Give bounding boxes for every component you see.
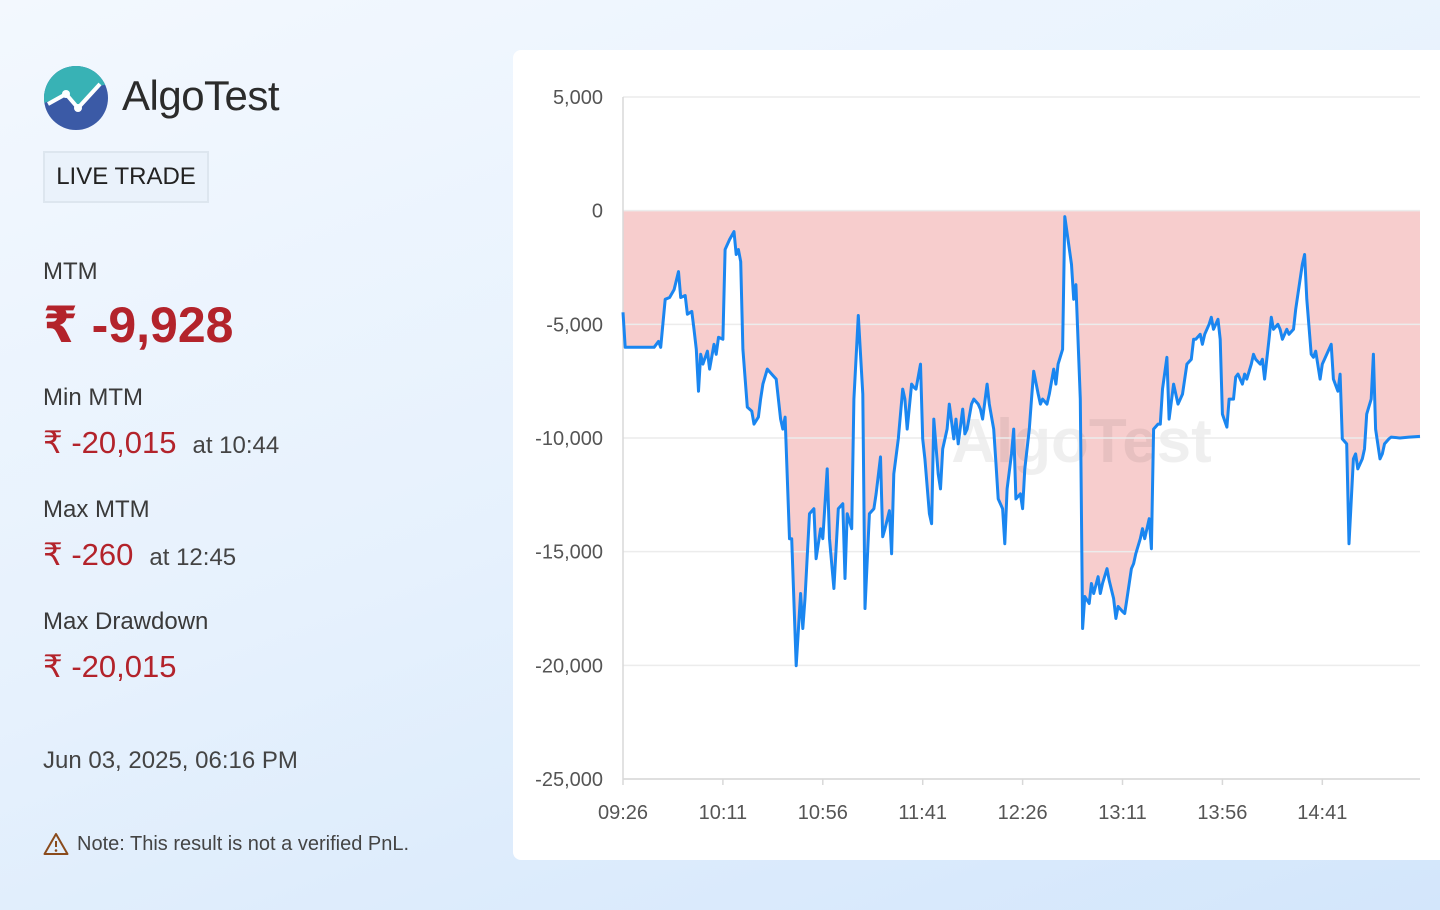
x-tick-label: 13:11	[1098, 802, 1147, 824]
logo	[44, 66, 108, 130]
y-tick-label: -10,000	[535, 428, 603, 450]
max-drawdown-row: ₹ -20,015	[43, 649, 176, 685]
line	[621, 215, 1421, 668]
x-tick-label: 13:56	[1197, 802, 1247, 824]
max-mtm-value: ₹ -260	[43, 537, 134, 572]
max-mtm-time: at 12:45	[149, 544, 237, 571]
x-tick-label: 09:26	[598, 802, 648, 824]
warning-icon	[43, 833, 69, 855]
max-drawdown-label: Max Drawdown	[43, 608, 209, 635]
x-tick-label: 11:41	[898, 802, 947, 824]
brand-name: AlgoTest	[122, 72, 280, 119]
min-mtm-time: at 10:44	[192, 432, 280, 459]
min-mtm-row: ₹ -20,015 at 10:44	[43, 425, 279, 461]
x-tick-label: 14:41	[1297, 802, 1347, 824]
mtm-value: ₹ -9,928	[43, 297, 234, 353]
note: Note: This result is not a verified PnL.	[43, 832, 409, 856]
y-tick-label: -25,000	[535, 769, 603, 791]
x-tick-label: 10:56	[798, 802, 848, 824]
x-tick-label: 12:26	[998, 802, 1048, 824]
note-text: Note: This result is not a verified PnL.	[77, 832, 410, 855]
chart: AlgoTest-25,000-20,000-15,000-10,000-5,0…	[513, 50, 1440, 860]
y-tick-label: -20,000	[535, 655, 603, 677]
y-tick-label: 5,000	[553, 87, 603, 109]
max-mtm-row: ₹ -260 at 12:45	[43, 537, 236, 573]
min-mtm-value: ₹ -20,015	[43, 425, 177, 460]
max-mtm-label: Max MTM	[43, 496, 150, 523]
mtm-label: MTM	[43, 258, 98, 285]
y-tick-label: -5,000	[546, 314, 603, 336]
y-tick-label: 0	[592, 201, 603, 223]
max-drawdown-value: ₹ -20,015	[43, 649, 177, 684]
x-tick-label: 10:11	[699, 802, 748, 824]
y-tick-label: -15,000	[535, 542, 603, 564]
timestamp: Jun 03, 2025, 06:16 PM	[43, 747, 298, 774]
live-trade-badge: LIVE TRADE	[43, 151, 209, 203]
min-mtm-label: Min MTM	[43, 384, 143, 411]
